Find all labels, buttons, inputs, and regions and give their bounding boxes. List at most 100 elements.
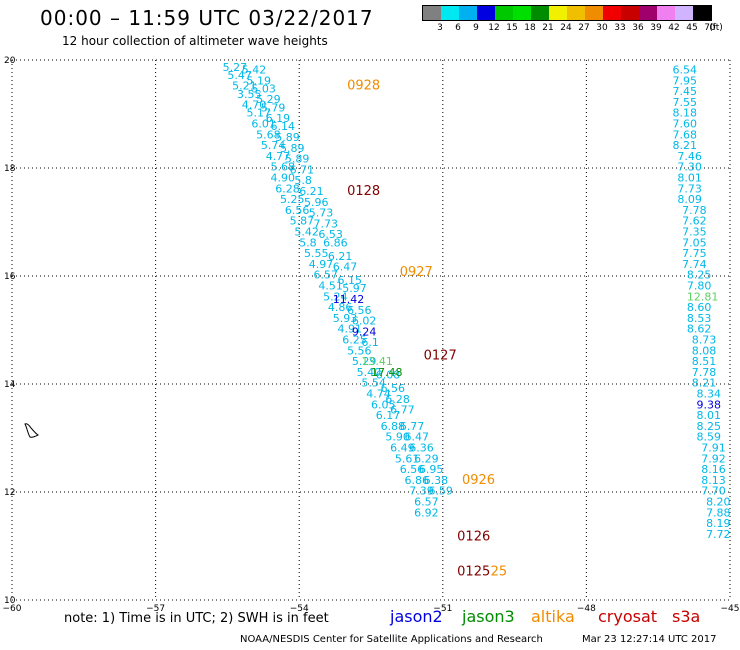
footer-note: note: 1) Time is in UTC; 2) SWH is in fe… (64, 611, 329, 626)
wave-height-value: 5.61 (395, 452, 420, 465)
wave-height-value: 5.27 (223, 61, 248, 74)
x-tick-label: −48 (577, 604, 596, 614)
wave-height-value: 6.47 (333, 261, 358, 274)
pass-time-label: 0128 (347, 184, 380, 199)
wave-height-value: 3.55 (237, 88, 262, 101)
color-scale-label: (ft) (709, 23, 723, 33)
wave-height-value: 7.35 (682, 226, 707, 239)
wave-height-value: 6.19 (266, 112, 291, 125)
wave-height-values: 5.275.425.475.195.215.033.555.294.705.79… (223, 61, 731, 541)
color-swatch (585, 6, 603, 20)
wave-height-value: 6.05 (371, 398, 396, 411)
wave-height-value: 8.51 (692, 355, 717, 368)
wave-height-value: 5.8 (294, 174, 312, 187)
pass-time-label: 0928 (347, 79, 380, 94)
y-tick-label: 12 (4, 488, 15, 498)
color-swatch (693, 6, 711, 20)
wave-height-value: 5.93 (333, 312, 358, 325)
wave-height-value: 6.14 (270, 120, 295, 133)
wave-height-value: 5.54 (361, 377, 386, 390)
wave-height-value: 5.97 (342, 282, 367, 295)
wave-height-value: 5.03 (251, 82, 275, 95)
wave-height-value: 4.90 (270, 172, 295, 185)
wave-height-value: 6.59 (428, 485, 453, 498)
wave-height-value-high: 13.41 (361, 355, 393, 368)
wave-height-value: 6.15 (337, 274, 362, 287)
wave-height-value: 8.13 (701, 474, 726, 487)
color-scale-label: 6 (455, 23, 461, 33)
pass-time-label: 0125 (457, 565, 490, 580)
wave-height-value: 6.29 (414, 452, 439, 465)
pass-time-label: 25 (491, 565, 508, 580)
wave-height-value: 8.21 (692, 377, 717, 390)
wave-height-value: 8.09 (677, 193, 702, 206)
wave-height-value: 8.01 (677, 172, 702, 185)
color-swatch (495, 6, 513, 20)
wave-height-value: 6.92 (414, 506, 439, 519)
color-swatch (531, 6, 549, 20)
color-scale-label: 36 (632, 23, 644, 33)
wave-height-value: 8.73 (692, 334, 717, 347)
color-scale-swatches (422, 5, 712, 21)
wave-height-value: 6.95 (419, 463, 444, 476)
wave-height-value: 5.89 (285, 153, 310, 166)
x-tick-label: −54 (290, 604, 309, 614)
wave-height-value: 7.73 (314, 217, 339, 230)
x-tick-label: −51 (433, 604, 452, 614)
pass-time-labels: 092801280927012709260126012525030903 (347, 79, 508, 580)
wave-height-value: 6.47 (405, 431, 430, 444)
color-swatch (513, 6, 531, 20)
wave-height-value: 8.08 (692, 344, 717, 357)
credit-text: NOAA/NESDIS Center for Satellite Applica… (240, 634, 543, 645)
satellite-legend-jason2: jason2 (390, 607, 443, 626)
wave-height-value: 7.60 (673, 118, 698, 131)
wave-height-value: 5.73 (309, 207, 334, 220)
color-scale-label: 12 (488, 23, 500, 33)
y-tick-label: 14 (4, 380, 16, 390)
wave-height-value: 6.08 (376, 369, 401, 382)
color-swatch (549, 6, 567, 20)
wave-height-value: 4.77 (266, 150, 291, 163)
wave-height-value: 4.51 (318, 280, 343, 293)
color-scale-legend: 3 6 9 12 15 18 21 24 27 30 33 36 39 42 45 70 (ft) (422, 5, 723, 33)
wave-height-value: 8.01 (696, 409, 721, 422)
color-swatch (441, 6, 459, 20)
wave-height-value: 6.88 (381, 420, 406, 433)
island-outline (24, 423, 39, 438)
wave-height-value: 4.97 (309, 258, 334, 271)
wave-height-value: 6.77 (400, 420, 425, 433)
wave-height-value: 5.74 (261, 139, 286, 152)
wave-height-value: 5.19 (247, 74, 272, 87)
x-tick-label: −60 (3, 604, 22, 614)
wave-height-value: 5.21 (232, 80, 256, 93)
color-swatch (675, 6, 693, 20)
wave-height-value: 8.21 (673, 139, 698, 152)
wave-height-value-high: 9.38 (696, 398, 721, 411)
wave-height-value: 7.68 (673, 128, 698, 141)
wave-height-value: 7.62 (682, 215, 707, 228)
wave-height-value: 6.25 (342, 334, 367, 347)
color-scale-label: 21 (542, 23, 554, 33)
wave-height-value: 8.25 (687, 269, 712, 282)
satellite-legend-s3a: s3a (672, 607, 701, 626)
wave-height-value: 7.72 (706, 528, 731, 541)
color-swatch (621, 6, 639, 20)
wave-height-value: 7.05 (682, 236, 707, 249)
wave-height-value: 5.90 (385, 431, 410, 444)
y-tick-label: 18 (4, 164, 16, 174)
wave-height-value: 5.89 (275, 131, 300, 144)
satellite-legend-jason3: jason3 (462, 607, 515, 626)
wave-height-value: 5.24 (323, 290, 348, 303)
wave-height-value: 5.47 (227, 69, 252, 82)
wave-height-value: 7.55 (673, 96, 698, 109)
color-swatch (423, 6, 441, 20)
wave-height-value-high: 17.48 (371, 366, 403, 379)
wave-height-value: 7.78 (692, 366, 717, 379)
wave-height-value: 8.53 (687, 312, 712, 325)
color-scale-label: 39 (650, 23, 662, 33)
wave-height-value: 6.36 (409, 442, 434, 455)
wave-height-value: 5.87 (290, 215, 315, 228)
color-scale-label: 3 (437, 23, 443, 33)
wave-height-value: 7.39 (409, 485, 434, 498)
